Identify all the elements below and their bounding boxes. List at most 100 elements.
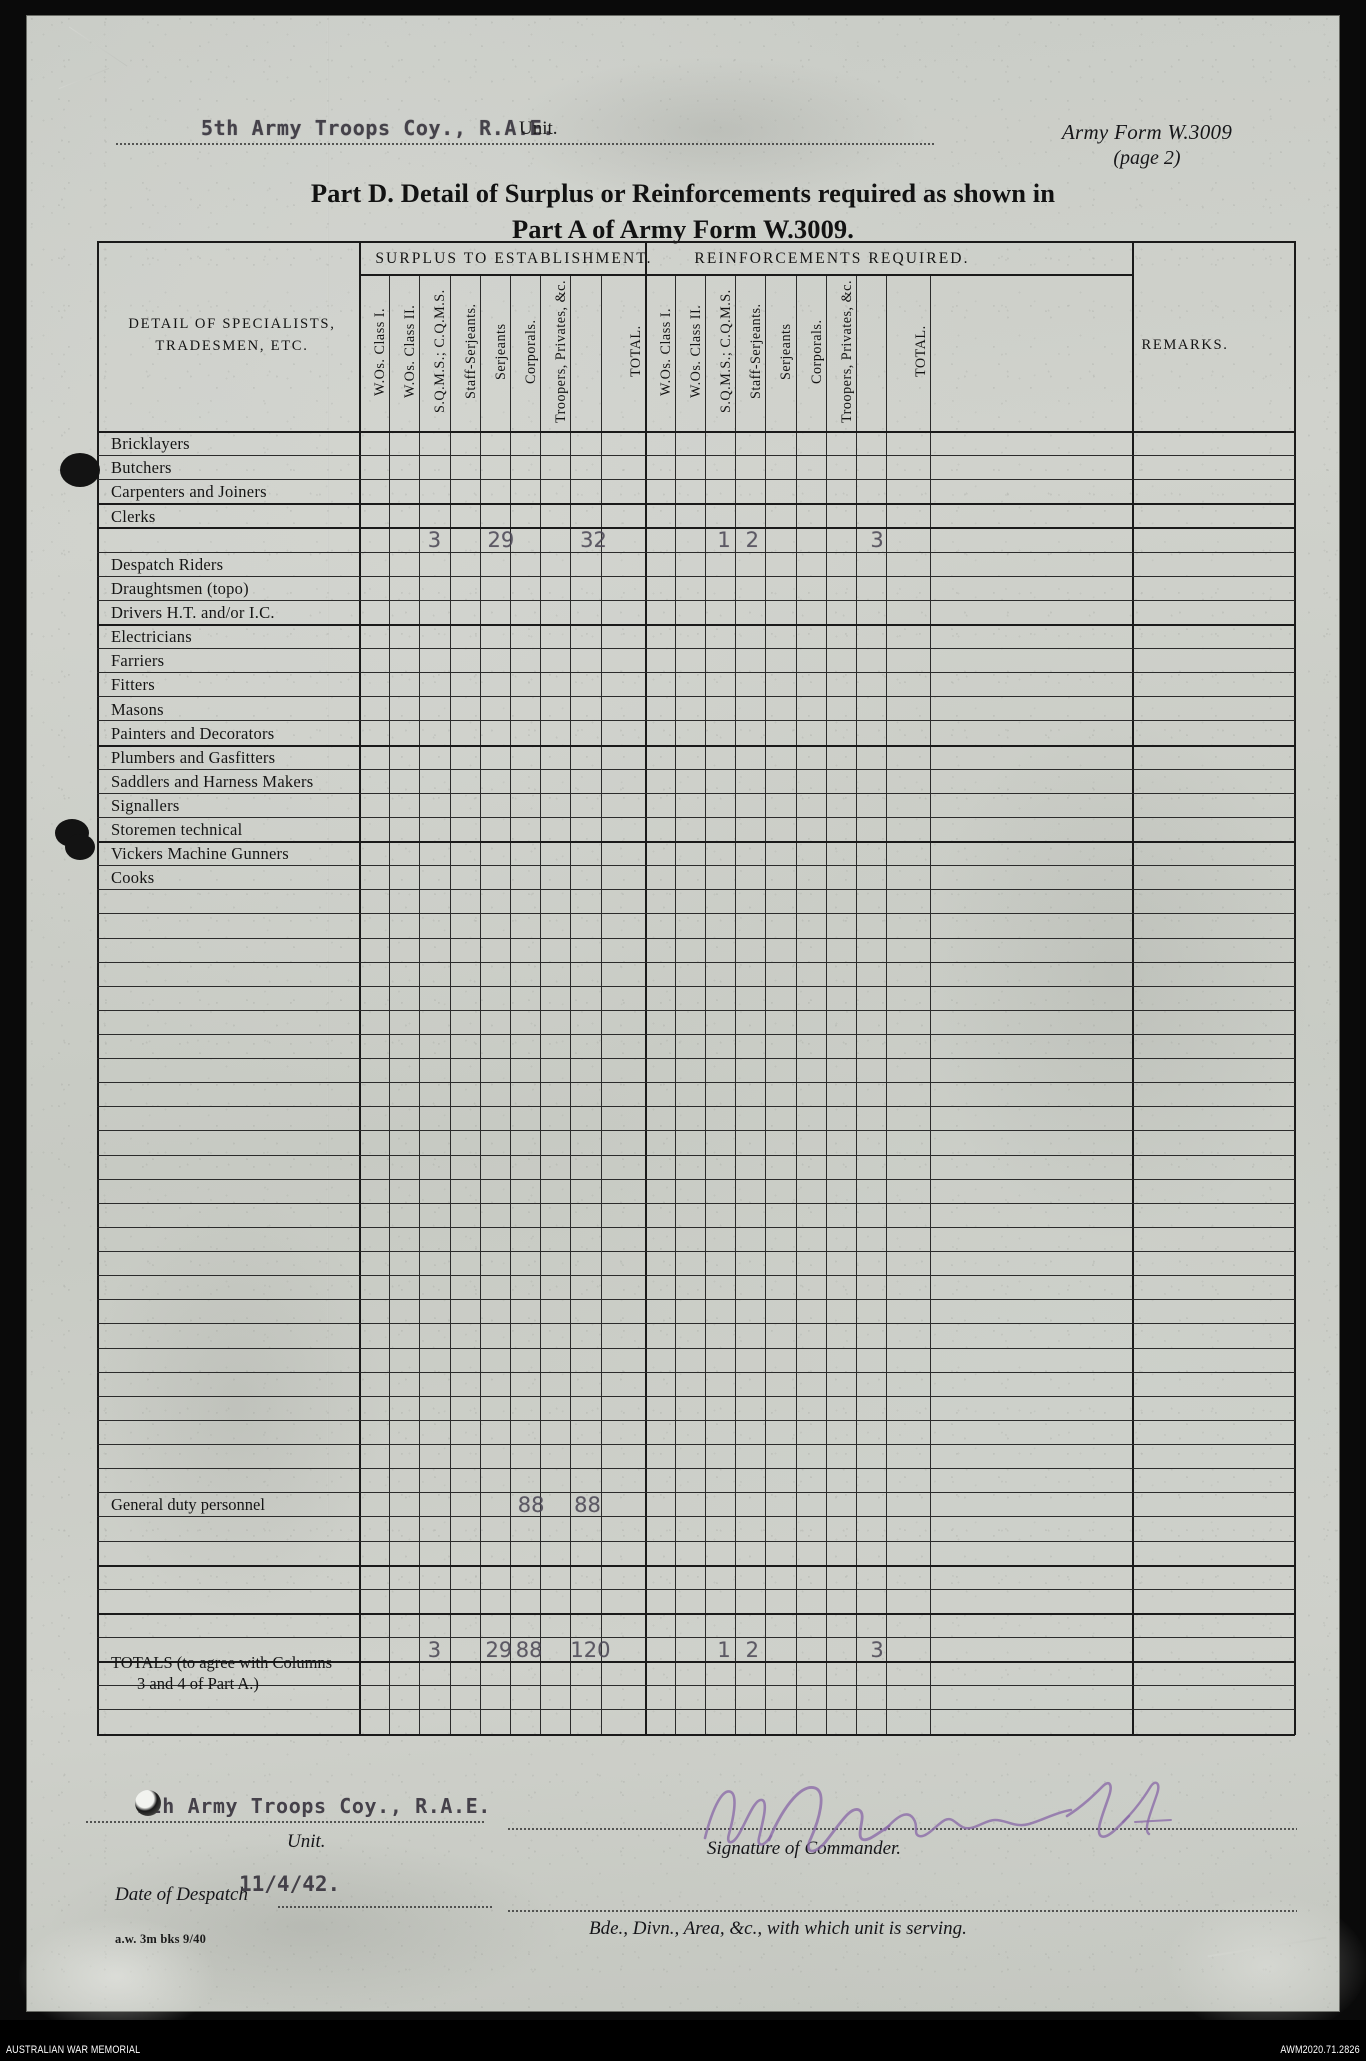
date-of-despatch-label: Date of Despatch (115, 1884, 248, 1905)
row-rule (97, 1348, 1295, 1349)
row-rule (97, 600, 1295, 601)
column-rule (825, 274, 827, 1735)
paper-crease (68, 26, 128, 67)
row-rule (97, 624, 1295, 626)
left-column-header: DETAIL OF SPECIALISTS, TRADESMEN, ETC. (107, 314, 357, 358)
row-rule (97, 1637, 1295, 1638)
row-rule (97, 1251, 1295, 1252)
row-rule (97, 479, 1295, 480)
row-rule (97, 1203, 1295, 1204)
title-line-2: Part A of Army Form W.3009. (511, 213, 854, 244)
column-label-total: TOTAL. (627, 325, 644, 378)
row-rule (97, 1516, 1295, 1517)
pencil-entry: 29 (487, 528, 515, 552)
row-rule (97, 1685, 1295, 1686)
column-label-corporals: Corporals. (523, 319, 540, 384)
trade-draughtsmen-topo: Draughtsmen (topo) (111, 579, 249, 598)
row-rule (97, 1082, 1295, 1083)
specialists-table: SURPLUS TO ESTABLISHMENT. REINFORCEMENTS… (97, 241, 1296, 1736)
column-label-w-os-class-ii: W.Os. Class II. (402, 304, 419, 399)
pencil-entry: 3 (427, 528, 442, 552)
group-header-reinforcements: REINFORCEMENTS REQUIRED. (694, 250, 970, 267)
page-title: Part D. Detail of Surplus or Reinforceme… (27, 176, 1339, 247)
ink-blot (65, 834, 95, 860)
column-rule (570, 274, 572, 1735)
trade-carpenters-and-joiners: Carpenters and Joiners (111, 482, 267, 501)
accession-number: AWM2020.71.2826 (1280, 2044, 1360, 2056)
column-label-w-os-class-ii: W.Os. Class II. (687, 304, 704, 399)
pencil-entry: 88 (517, 1493, 545, 1517)
column-rule (674, 274, 676, 1735)
trade-signallers: Signallers (111, 796, 180, 815)
general-duty-label: General duty personnel (111, 1495, 265, 1514)
pencil-entry: 88 (515, 1638, 543, 1662)
paper-stain (47, 1836, 567, 2016)
column-rule (930, 274, 932, 1735)
punch-hole-tear (135, 1790, 161, 1816)
row-rule (97, 648, 1295, 649)
page-note: (page 2) (1113, 147, 1181, 169)
date-rule (277, 1906, 492, 1908)
trade-despatch-riders: Despatch Riders (111, 555, 224, 574)
trade-plumbers-and-gasfitters: Plumbers and Gasfitters (111, 748, 276, 767)
column-rule (449, 274, 451, 1735)
paper-crease (58, 67, 110, 90)
trade-electricians: Electricians (111, 627, 192, 646)
paper-sheet: 5th Army Troops Coy., R.A.E. Unit. Army … (17, 16, 1366, 2036)
column-rule (765, 274, 767, 1735)
row-rule (97, 1420, 1295, 1421)
row-rule (97, 1613, 1295, 1615)
row-rule (97, 1058, 1295, 1059)
trade-painters-and-decorators: Painters and Decorators (111, 724, 275, 743)
row-rule (97, 938, 1295, 939)
column-rule (359, 241, 361, 1735)
row-rule (97, 1661, 1295, 1663)
row-rule (97, 1468, 1295, 1469)
row-rule (97, 527, 1295, 529)
trade-fitters: Fitters (111, 675, 155, 694)
column-label-total: TOTAL. (913, 325, 930, 378)
row-rule (97, 241, 1295, 243)
column-label-staff-serjeants: Staff-Serjeants. (462, 303, 479, 400)
ink-blot (60, 453, 100, 487)
column-label-troopers-privates-c: Troopers, Privates, &c. (553, 280, 570, 423)
row-rule (97, 1010, 1295, 1011)
footer-unit-caption: Unit. (287, 1831, 326, 1852)
unit-printed-label: Unit. (519, 118, 558, 139)
date-of-despatch-value: 11/4/42. (239, 1872, 341, 1896)
signature-rule (507, 1828, 1297, 1830)
totals-label-line-1: TOTALS (to agree with Columns (111, 1653, 333, 1672)
paper-crease (1207, 1936, 1327, 1957)
row-rule (97, 745, 1295, 747)
trade-farriers: Farriers (111, 651, 165, 670)
group-header-surplus: SURPLUS TO ESTABLISHMENT. (375, 250, 653, 267)
row-rule (97, 1492, 1295, 1493)
column-label-staff-serjeants: Staff-Serjeants. (748, 303, 765, 400)
footer-unit-rule (85, 1821, 485, 1823)
column-label-serjeants: Serjeants (778, 323, 795, 380)
column-label-s-q-m-s-c-q-m-s: S.Q.M.S.; C.Q.M.S. (432, 289, 449, 414)
column-label-serjeants: Serjeants (492, 323, 509, 380)
row-rule (97, 841, 1295, 843)
column-rule (705, 274, 706, 1735)
pencil-entry: 3 (870, 528, 884, 552)
trade-masons: Masons (111, 700, 164, 719)
trade-storemen-technical: Storemen technical (111, 820, 243, 839)
column-rule (389, 274, 391, 1735)
column-rule (97, 241, 99, 1735)
signature-caption: Signature of Commander. (707, 1838, 902, 1859)
column-label-w-os-class-i: W.Os. Class I. (657, 307, 674, 396)
footer-unit-typed: 5th Army Troops Coy., R.A.E. (137, 1794, 491, 1818)
pencil-entry: 29 (485, 1638, 513, 1662)
column-label-w-os-class-i: W.Os. Class I. (372, 307, 389, 396)
row-rule (97, 1106, 1295, 1107)
pencil-entry: 32 (580, 528, 607, 552)
row-rule (97, 913, 1295, 914)
pencil-entry: 2 (745, 528, 759, 552)
left-column-header-line-2: TRADESMEN, ETC. (155, 337, 309, 354)
column-rule (886, 274, 888, 1735)
row-rule (97, 1323, 1295, 1324)
remarks-column-header: REMARKS. (1141, 337, 1229, 353)
row-rule (97, 455, 1295, 456)
pencil-entry: 3 (870, 1638, 884, 1662)
